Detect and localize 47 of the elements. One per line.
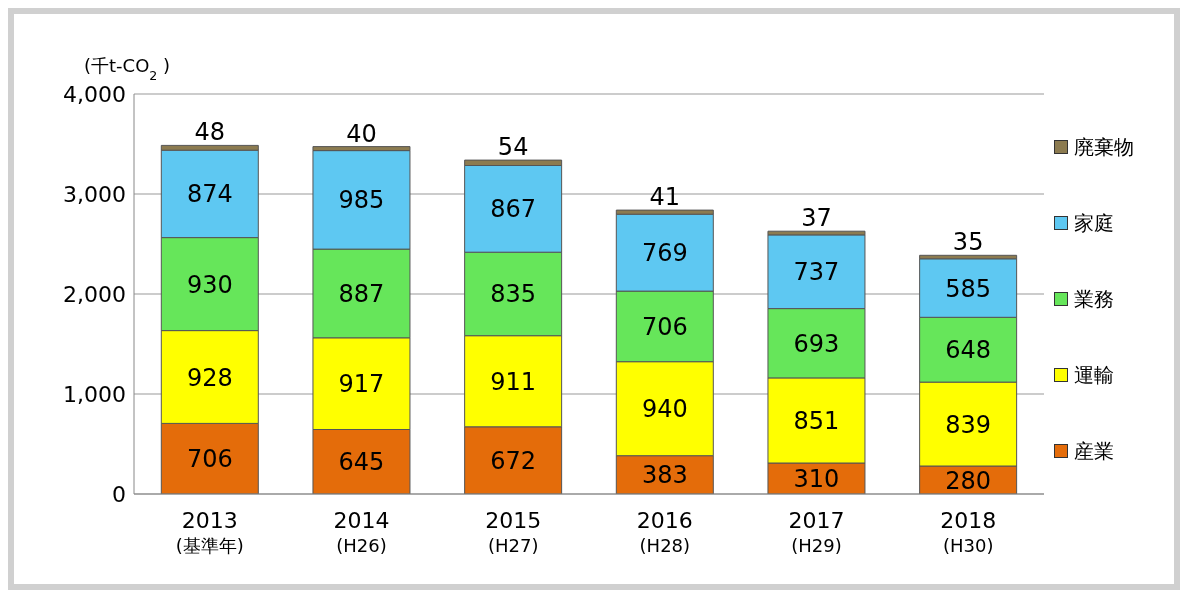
data-label: 985	[338, 186, 385, 215]
data-label: 928	[186, 363, 233, 392]
data-label: 40	[346, 119, 377, 148]
y-axis-title: (千t-CO$_{2}$)	[84, 55, 171, 83]
data-label: 706	[641, 312, 688, 341]
data-label: 917	[338, 370, 385, 399]
x-tick-label: 2015 (H27)	[485, 508, 542, 556]
data-label: 383	[641, 461, 688, 490]
legend-label: 産業	[1074, 437, 1114, 465]
x-tick-label: 2013 (基準年)	[175, 508, 244, 556]
data-label: 737	[793, 258, 840, 287]
data-label: 54	[497, 133, 529, 162]
data-label: 867	[490, 195, 537, 224]
data-label: 280	[945, 466, 992, 495]
legend-label: 家庭	[1074, 209, 1114, 237]
data-label: 769	[641, 239, 688, 268]
data-label: 672	[490, 446, 537, 475]
y-tick-label: 0	[112, 481, 126, 507]
data-label: 48	[194, 118, 226, 147]
data-label: 35	[952, 228, 984, 257]
y-tick-label: 1,000	[63, 381, 126, 407]
data-label: 851	[793, 406, 840, 435]
legend-label: 運輸	[1074, 361, 1114, 389]
x-tick-label: 2016 (H28)	[636, 508, 693, 556]
data-label: 37	[801, 204, 832, 233]
data-label: 693	[793, 329, 840, 358]
data-label: 930	[186, 270, 233, 299]
y-tick-label: 2,000	[63, 281, 126, 307]
data-label: 911	[490, 367, 537, 396]
data-label: 585	[945, 274, 992, 303]
data-label: 940	[641, 395, 688, 424]
data-label: 835	[490, 280, 537, 309]
x-tick-label: 2017 (H29)	[788, 508, 845, 556]
data-label: 41	[649, 183, 681, 212]
x-tick-label: 2014 (H26)	[333, 508, 390, 556]
data-label: 887	[338, 279, 385, 308]
data-label: 648	[945, 336, 992, 365]
legend-label: 廃棄物	[1074, 133, 1134, 161]
data-label: 645	[338, 448, 385, 477]
data-label: 839	[945, 410, 992, 439]
y-tick-label: 3,000	[63, 181, 126, 207]
data-label: 706	[186, 445, 233, 474]
data-label: 874	[186, 180, 233, 209]
y-tick-label: 4,000	[63, 81, 126, 107]
legend-label: 業務	[1074, 285, 1114, 313]
data-label: 310	[793, 465, 840, 494]
x-tick-label: 2018 (H30)	[940, 508, 997, 556]
